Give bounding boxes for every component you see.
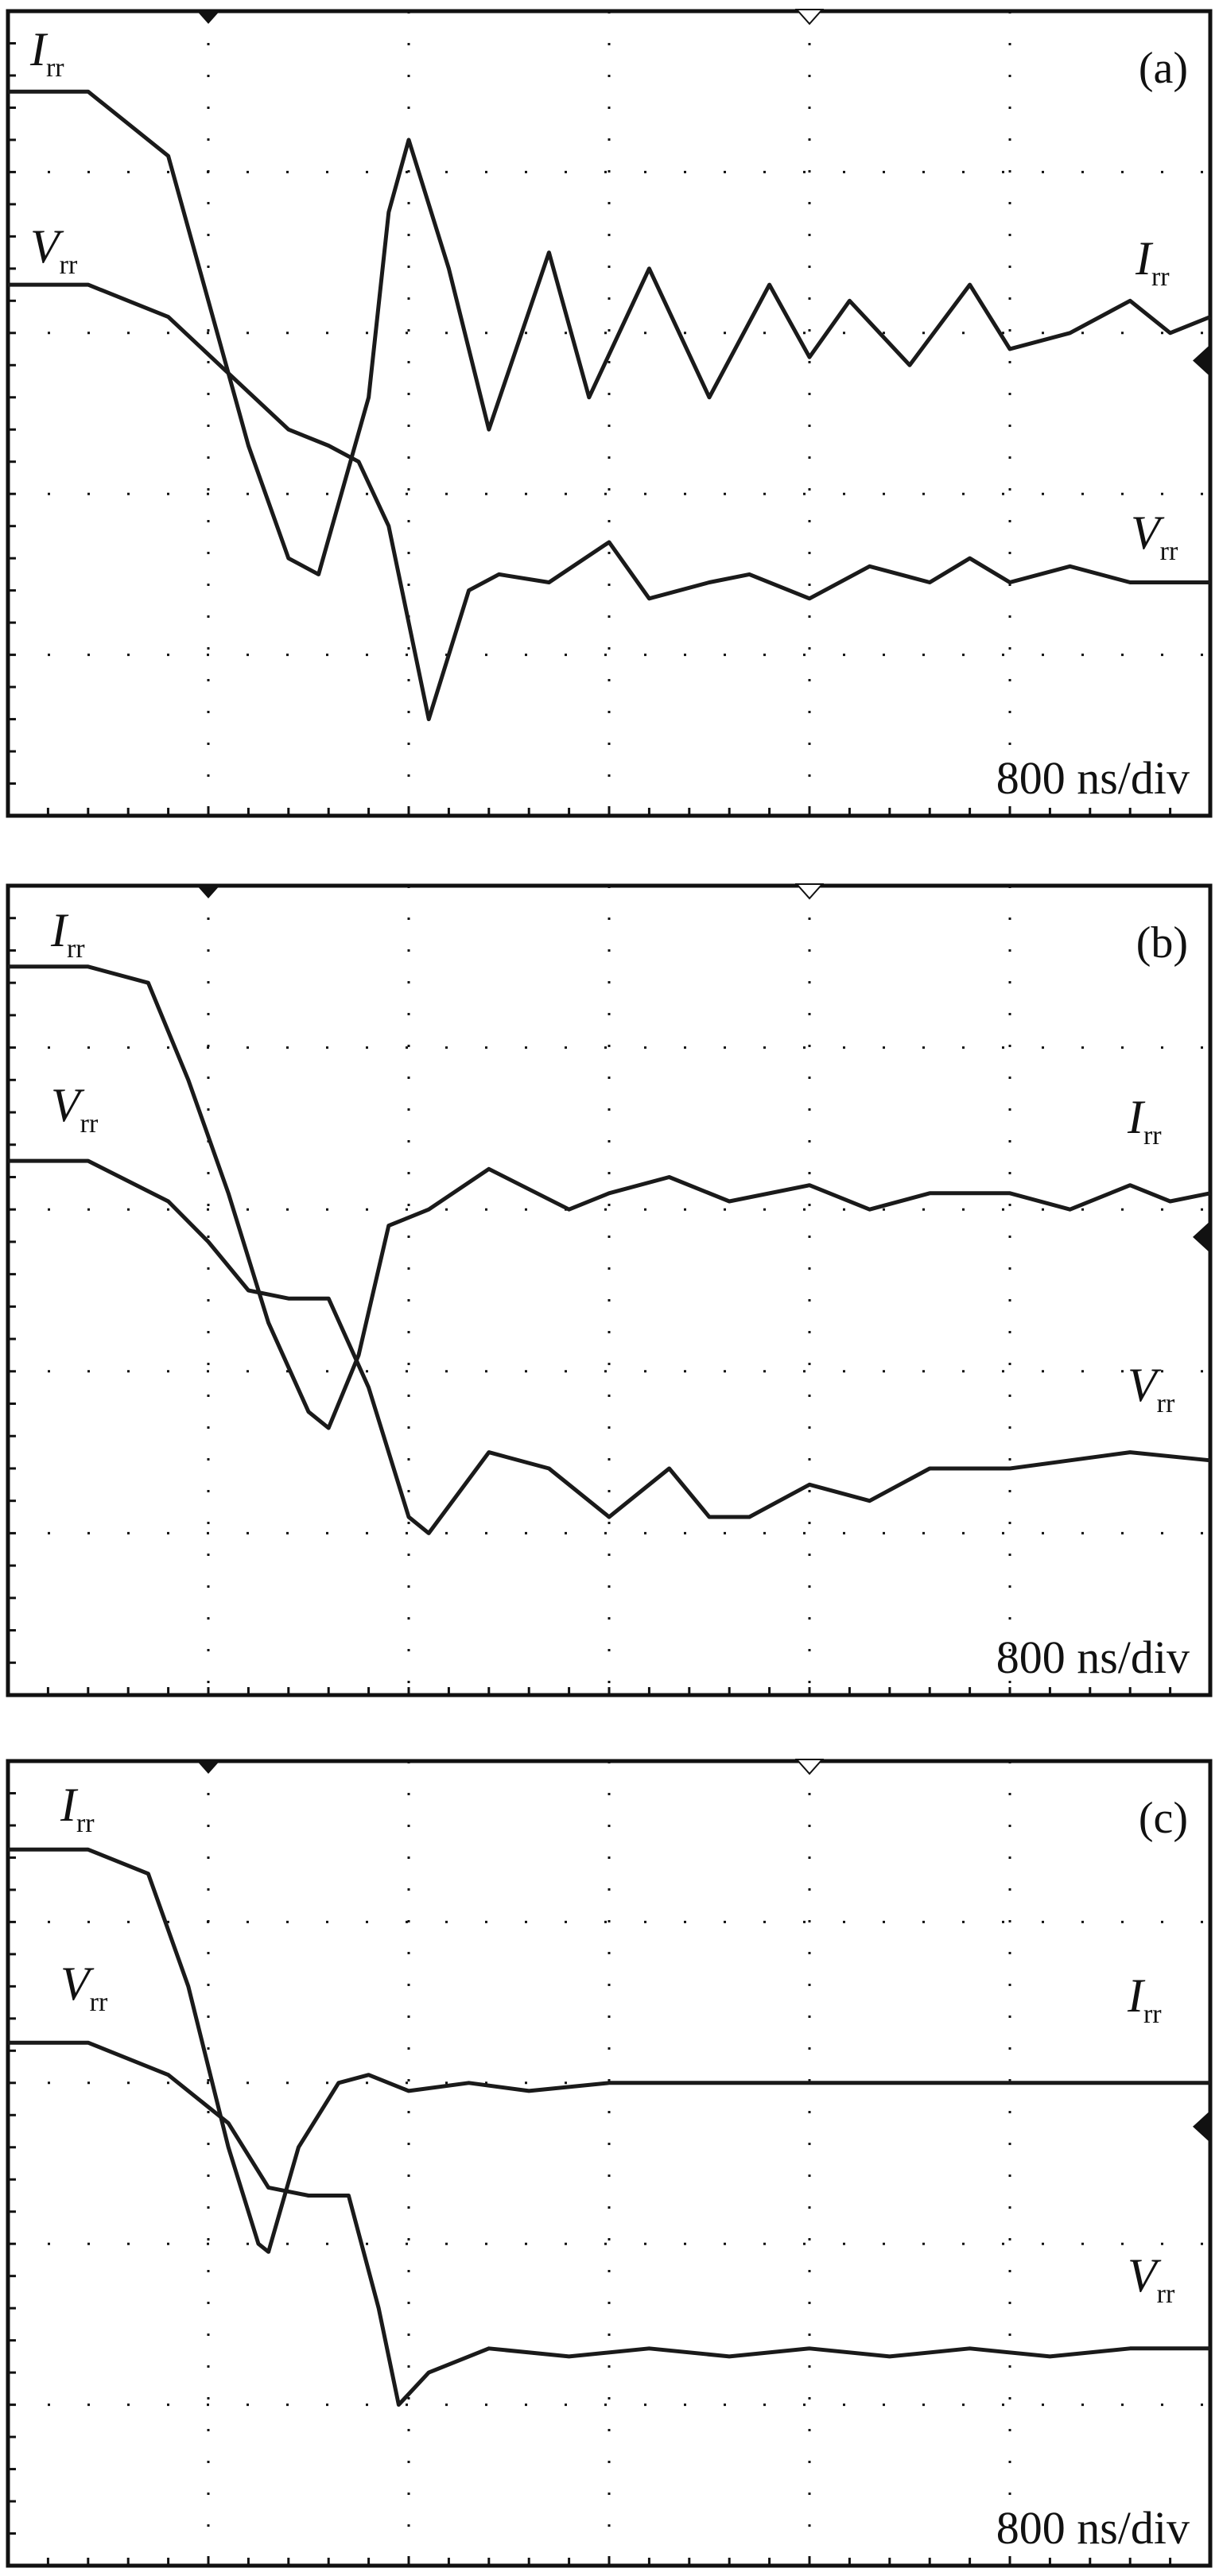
time-scale-label: 800 ns/div — [996, 752, 1190, 804]
time-reference-marker-icon — [794, 883, 825, 900]
trigger-position-marker-icon — [196, 884, 221, 898]
channel-level-marker-icon — [1193, 1219, 1212, 1255]
trace-label-irr-end: Irr — [1135, 232, 1170, 292]
trace-label-irr: Irr — [60, 1779, 95, 1838]
time-scale-label: 800 ns/div — [996, 1631, 1190, 1683]
trace-label-vrr-end: Vrr — [1128, 1359, 1175, 1418]
channel-level-marker-icon — [1193, 2109, 1212, 2144]
trace-label-irr: Irr — [50, 904, 85, 964]
trace-vrr — [8, 1158, 1211, 1535]
panel-a: Irr Vrr Irr Vrr (a) 800 ns/div — [6, 9, 1213, 818]
trace-label-irr-end: Irr — [1127, 1091, 1162, 1150]
trace-label-vrr: Vrr — [30, 220, 78, 280]
scope-frame — [6, 883, 1213, 1697]
graticule — [6, 1759, 1212, 2567]
graticule — [6, 10, 1212, 817]
trace-irr — [8, 964, 1211, 1430]
trace-label-vrr: Vrr — [60, 1957, 108, 2017]
scope-frame — [6, 1759, 1213, 2568]
time-reference-marker-icon — [794, 1759, 825, 1775]
trace-label-vrr-end: Vrr — [1128, 2249, 1175, 2309]
trace-label-irr-end: Irr — [1127, 1969, 1162, 2029]
panel-b: Irr Vrr Irr Vrr (b) 800 ns/div — [6, 883, 1213, 1697]
trace-label-vrr-end: Vrr — [1131, 506, 1178, 566]
trace-irr — [8, 1847, 1210, 2254]
panel-label: (a) — [1139, 44, 1188, 93]
panel-c: Irr Vrr Irr Vrr (c) 800 ns/div — [6, 1759, 1213, 2568]
trace-label-irr: Irr — [29, 23, 64, 83]
scope-frame — [6, 9, 1213, 818]
time-reference-marker-icon — [794, 9, 825, 25]
panel-label: (c) — [1139, 1794, 1188, 1843]
panel-label: (b) — [1136, 918, 1188, 968]
trace-label-vrr: Vrr — [51, 1079, 99, 1139]
trigger-position-marker-icon — [196, 1759, 221, 1774]
trace-vrr — [8, 282, 1210, 722]
trace-vrr — [8, 2040, 1210, 2407]
time-scale-label: 800 ns/div — [996, 2502, 1190, 2554]
graticule — [6, 884, 1212, 1697]
trigger-position-marker-icon — [196, 10, 221, 24]
channel-level-marker-icon — [1193, 343, 1212, 378]
trace-irr — [8, 89, 1211, 576]
